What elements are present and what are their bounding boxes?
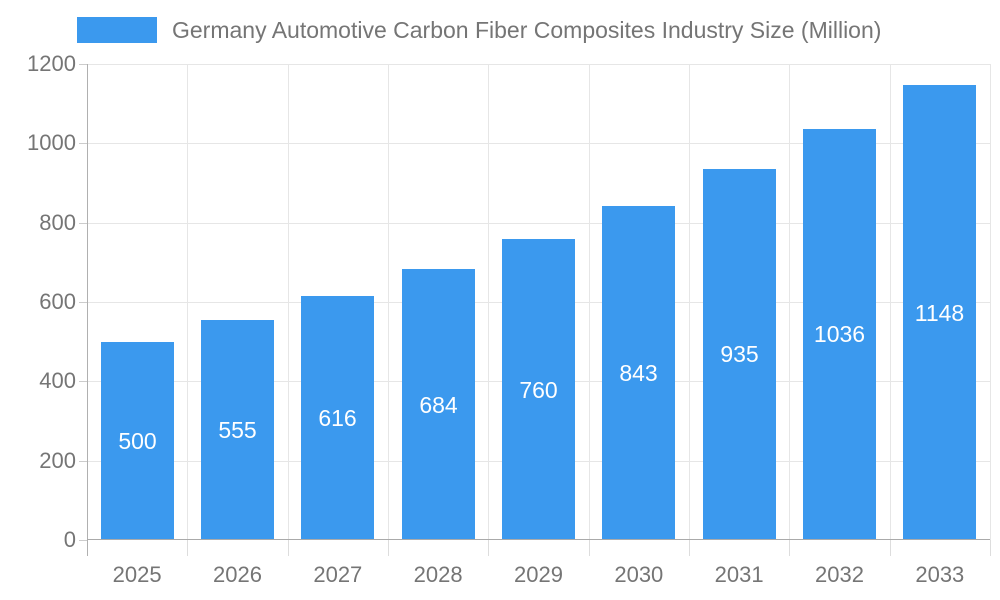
x-axis-tick-label-2031: 2031	[714, 562, 764, 587]
bar-2027[interactable]: 616	[301, 296, 374, 540]
x-tick-9	[990, 540, 991, 556]
y-tick-800	[79, 222, 87, 224]
chart-legend: Germany Automotive Carbon Fiber Composit…	[77, 17, 881, 43]
x-axis-tick-label-2025: 2025	[112, 562, 162, 587]
y-tick-200	[79, 460, 87, 462]
plot-area: 500 555 616 684 760 843 935 1036 1148	[87, 64, 991, 556]
y-tick-1000	[79, 143, 87, 145]
bar-2031[interactable]: 935	[703, 169, 776, 540]
x-tick-5	[588, 540, 590, 556]
h-gridline-1000	[87, 143, 990, 145]
bar-2030[interactable]: 843	[602, 206, 675, 540]
x-axis-tick-label-2033: 2033	[915, 562, 965, 587]
x-axis-tick-label-2028: 2028	[413, 562, 463, 587]
v-gridline-5	[588, 64, 590, 540]
bar-value-label-2026: 555	[218, 417, 257, 443]
bar-value-label-2027: 616	[318, 405, 357, 431]
x-tick-3	[388, 540, 389, 556]
y-axis-tick-label-1200: 1200	[27, 51, 76, 76]
y-axis-tick-label-1000: 1000	[27, 130, 76, 156]
y-axis-tick-label-800: 800	[39, 209, 76, 235]
x-axis-tick-label-2030: 2030	[614, 562, 664, 587]
bar-2025[interactable]: 500	[101, 342, 174, 540]
y-axis-line	[87, 64, 88, 556]
bar-value-label-2030: 843	[619, 360, 658, 386]
x-tick-7	[789, 540, 791, 556]
x-tick-2	[287, 540, 289, 556]
x-axis-baseline	[87, 539, 990, 540]
y-tick-600	[79, 302, 87, 303]
bar-2029[interactable]: 760	[502, 239, 575, 540]
bar-value-label-2031: 935	[720, 341, 759, 367]
v-gridline-7	[789, 64, 791, 540]
y-axis-tick-label-600: 600	[39, 289, 76, 314]
bar-value-label-2032: 1036	[813, 321, 866, 347]
bar-2028[interactable]: 684	[402, 269, 475, 540]
x-tick-8	[889, 540, 891, 556]
y-axis-tick-label-200: 200	[39, 447, 76, 473]
bar-value-label-2033: 1148	[914, 300, 965, 326]
v-gridline-1	[187, 64, 189, 540]
y-axis-tick-label-400: 400	[39, 368, 76, 394]
x-tick-1	[187, 540, 189, 556]
bar-2032[interactable]: 1036	[803, 129, 876, 540]
y-axis-tick-label-0: 0	[63, 527, 76, 552]
h-gridline-800	[87, 222, 990, 224]
v-gridline-6	[689, 64, 690, 540]
v-gridline-8	[889, 64, 891, 540]
bar-2026[interactable]: 555	[201, 320, 274, 540]
v-gridline-4	[488, 64, 490, 540]
x-axis-tick-label-2029: 2029	[514, 562, 563, 587]
v-gridline-9	[990, 64, 991, 540]
x-axis-tick-label-2032: 2032	[815, 562, 864, 587]
v-gridline-3	[388, 64, 389, 540]
h-gridline-1200	[87, 64, 990, 65]
bar-value-label-2029: 760	[519, 377, 558, 403]
legend-swatch	[77, 17, 157, 43]
bar-value-label-2025: 500	[118, 428, 157, 454]
y-tick-400	[79, 381, 87, 383]
legend-label: Germany Automotive Carbon Fiber Composit…	[172, 17, 882, 43]
x-axis-tick-label-2027: 2027	[313, 562, 363, 587]
y-tick-0	[79, 540, 87, 541]
x-axis-tick-label-2026: 2026	[213, 562, 262, 587]
bar-value-label-2028: 684	[419, 392, 458, 418]
bar-2033[interactable]: 1148	[903, 85, 976, 540]
x-tick-6	[689, 540, 690, 556]
v-gridline-2	[287, 64, 289, 540]
y-tick-1200	[79, 64, 87, 65]
x-tick-4	[488, 540, 490, 556]
